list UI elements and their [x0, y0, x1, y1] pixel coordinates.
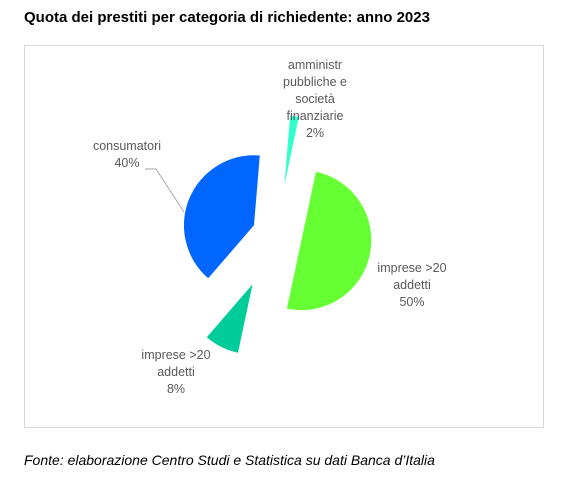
- data-label-0: imprese >20 addetti 50%: [377, 261, 446, 309]
- pie-slice-1: [206, 284, 253, 353]
- pie-slice-0: [286, 171, 372, 311]
- data-label-2: consumatori 40%: [93, 139, 161, 170]
- pie-slice-3: [284, 115, 299, 186]
- data-label-3: amministr pubbliche e società finanziarie 2%: [283, 58, 347, 140]
- pie-chart: imprese >20 addetti 50% imprese >20 addetti 8…: [93, 58, 447, 396]
- pie-slice-2: [183, 155, 260, 279]
- chart-title: Quota dei prestiti per categoria di rich…: [24, 9, 430, 26]
- source-note: Fonte: elaborazione Centro Studi e Stati…: [24, 452, 435, 468]
- data-label-1: imprese >20 addetti 8%: [141, 348, 210, 396]
- chart-area: imprese >20 addetti 50% imprese >20 addetti 8…: [24, 45, 544, 428]
- leader-line: [145, 168, 185, 213]
